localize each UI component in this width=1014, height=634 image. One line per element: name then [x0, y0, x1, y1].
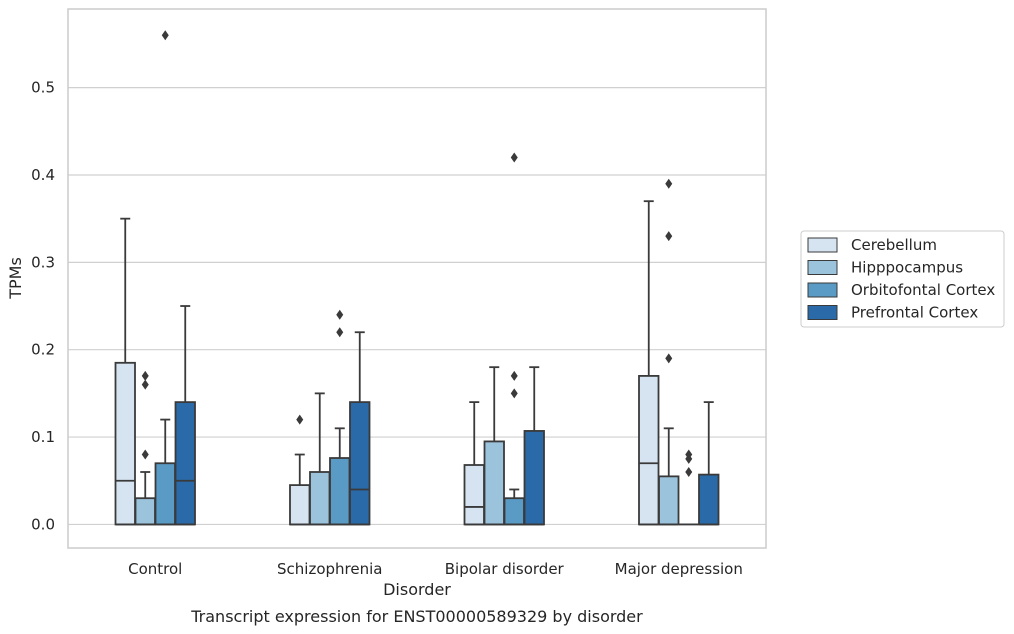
box-rect [503, 497, 525, 526]
legend-swatch [807, 282, 838, 298]
outlier-point [510, 152, 518, 163]
outlier-point [685, 466, 693, 477]
y-tick-label: 0.0 [31, 515, 55, 533]
box-0-1 [134, 370, 156, 526]
box-rect [638, 375, 660, 526]
outlier-point [665, 353, 673, 364]
legend-swatch [807, 305, 838, 320]
box-rect [174, 401, 196, 526]
box-rect [523, 430, 545, 526]
outlier-point [161, 30, 169, 41]
legend-label: Prefrontal Cortex [851, 304, 978, 322]
box-rect [134, 497, 156, 526]
outlier-point [141, 370, 149, 381]
box-rect [309, 471, 331, 526]
legend-frame [800, 230, 1005, 328]
legend: Cerebellum Hipppocampus Orbitofontal Corte… [800, 230, 1005, 328]
box-0-3 [174, 305, 196, 526]
legend-label: Hipppocampus [851, 259, 963, 277]
box-rect [658, 475, 680, 526]
box-rect [463, 464, 485, 526]
box-groups [114, 30, 720, 526]
box-rect [289, 484, 311, 526]
box-1-0 [289, 414, 311, 526]
outlier-point [336, 309, 344, 320]
outlier-point [685, 449, 693, 460]
legend-label: Cerebellum [851, 236, 937, 254]
box-3-3 [698, 401, 720, 526]
x-tick-label: Schizophrenia [277, 560, 382, 578]
box-2-1 [483, 366, 505, 526]
gridlines [68, 87, 766, 526]
box-3-2 [679, 449, 699, 526]
y-tick-label: 0.3 [31, 253, 55, 271]
box-1-1 [309, 392, 331, 526]
outlier-point [665, 231, 673, 242]
box-1-2 [329, 309, 351, 526]
outlier-point [141, 449, 149, 460]
outlier-point [141, 379, 149, 390]
box-0-2 [154, 30, 176, 526]
outlier-point [510, 370, 518, 381]
box-rect [698, 473, 720, 526]
legend-label: Orbitofontal Cortex [851, 281, 995, 299]
outlier-point [296, 414, 304, 425]
outlier-point [336, 327, 344, 338]
outlier-point [510, 388, 518, 399]
y-axis-ticks: 0.0 0.1 0.2 0.3 0.4 0.5 [31, 79, 55, 534]
box-2-0 [463, 401, 485, 526]
box-rect [349, 401, 371, 526]
x-axis-label: Disorder [383, 580, 451, 599]
x-tick-label: Major depression [615, 560, 743, 578]
box-2-2 [503, 152, 525, 526]
x-axis-ticks: Control Schizophrenia Bipolar disorder Majo… [128, 560, 743, 578]
y-tick-label: 0.4 [31, 166, 55, 184]
box-rect [154, 462, 176, 526]
box-1-3 [349, 331, 371, 526]
x-tick-label: Control [128, 560, 182, 578]
box-0-0 [114, 217, 136, 526]
chart-caption: Transcript expression for ENST0000058932… [190, 607, 643, 626]
box-3-0 [638, 200, 660, 526]
box-rect [483, 440, 505, 526]
y-axis-label: TPMs [6, 257, 25, 300]
x-tick-label: Bipolar disorder [445, 560, 565, 578]
y-tick-label: 0.5 [31, 79, 55, 97]
box-2-3 [523, 366, 545, 526]
y-tick-label: 0.2 [31, 341, 55, 359]
box-rect [329, 457, 351, 526]
plot-frame [67, 8, 767, 549]
legend-swatch [807, 237, 838, 253]
box-3-1 [658, 178, 680, 526]
y-tick-label: 0.1 [31, 428, 55, 446]
outlier-point [665, 178, 673, 189]
legend-swatch [807, 260, 838, 275]
box-rect [114, 361, 136, 526]
